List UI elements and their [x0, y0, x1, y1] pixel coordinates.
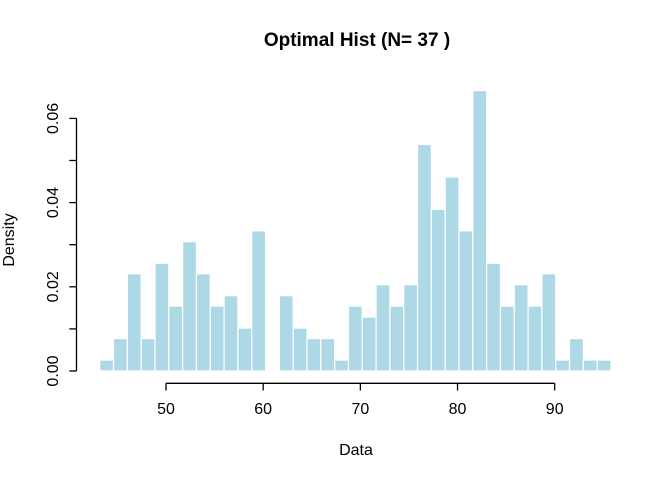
histogram-bar	[389, 305, 405, 372]
histogram-bar	[416, 143, 432, 372]
histogram-bar	[403, 284, 419, 372]
histogram-bar	[361, 316, 377, 372]
histogram-bar	[486, 262, 502, 372]
x-tick-label: 90	[546, 401, 564, 418]
chart-title: Optimal Hist (N= 37 )	[263, 30, 451, 51]
histogram-bar	[320, 337, 336, 372]
x-tick-label: 70	[351, 401, 369, 418]
y-axis-label: Density	[1, 213, 18, 267]
x-axis-label: Data	[339, 442, 373, 459]
histogram-bar	[568, 337, 584, 372]
histogram-bar	[555, 359, 571, 372]
y-tick-label: 0.04	[45, 187, 62, 218]
histogram-bar	[237, 327, 253, 372]
histogram-bar	[582, 359, 598, 372]
histogram-bar	[306, 337, 322, 372]
histogram-bar	[209, 305, 225, 372]
histogram-bar	[223, 295, 239, 372]
histogram-bar	[126, 273, 142, 372]
histogram-bar	[596, 359, 612, 372]
histogram-bar	[292, 327, 308, 372]
histogram-bar	[140, 337, 156, 372]
histogram-bar	[527, 305, 543, 372]
histogram-bar	[347, 305, 363, 372]
x-tick-label: 60	[254, 401, 272, 418]
histogram-bar	[430, 208, 446, 372]
histogram-bar	[195, 273, 211, 372]
histogram-bar	[251, 230, 267, 372]
x-tick-label: 80	[449, 401, 467, 418]
histogram-bar	[444, 176, 460, 372]
y-tick-label: 0.02	[45, 271, 62, 302]
histogram-bar	[375, 284, 391, 372]
y-tick-label: 0.00	[45, 355, 62, 386]
histogram-bar	[513, 284, 529, 372]
histogram-bar	[99, 359, 115, 372]
histogram-bar	[458, 230, 474, 372]
histogram-bar	[278, 295, 294, 372]
histogram-bar	[334, 359, 350, 372]
histogram-bar	[182, 241, 198, 372]
histogram-bar	[112, 337, 128, 372]
histogram-bar	[154, 262, 170, 372]
x-tick-label: 50	[157, 401, 175, 418]
histogram-bar	[168, 305, 184, 372]
histogram-bar	[499, 305, 515, 372]
y-tick-label: 0.06	[45, 103, 62, 134]
histogram-bar	[541, 273, 557, 372]
histogram-bar	[472, 90, 488, 372]
